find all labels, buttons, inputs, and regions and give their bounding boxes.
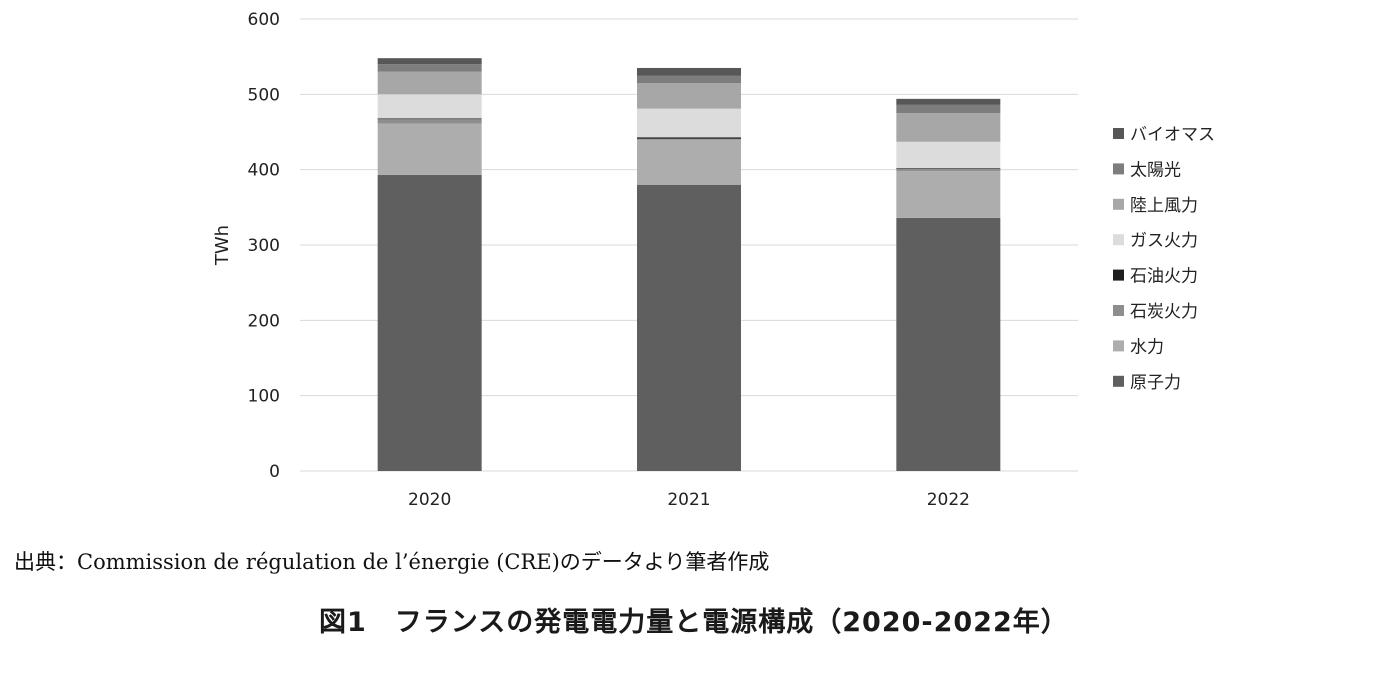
x-tick-label: 2021 (667, 490, 710, 510)
bar-segment (377, 71, 482, 95)
bar-segment (637, 137, 741, 139)
legend-label: 石油火力 (1130, 267, 1198, 287)
legend-label: 水力 (1130, 337, 1164, 357)
bar-segment (377, 58, 482, 65)
legend-swatch (1113, 128, 1124, 139)
x-axis-ticks: 2020 2021 2022 (408, 490, 970, 510)
bar-segment (896, 104, 1001, 114)
bar-segment (637, 108, 741, 138)
bar-segment (637, 67, 741, 76)
source-note: 出典：Commission de régulation de l’énergie… (14, 550, 770, 574)
bar-segment (637, 184, 741, 471)
x-tick-label: 2020 (408, 490, 451, 510)
legend-swatch (1113, 234, 1124, 246)
bar-segment (377, 64, 482, 72)
y-axis-ticks: 0 100 200 300 400 500 600 (248, 10, 280, 482)
x-tick-label: 2022 (927, 490, 970, 510)
legend-label: 石炭火力 (1130, 302, 1198, 322)
bar-segment (637, 138, 741, 140)
bar-segment (896, 113, 1001, 142)
bar-segment (377, 119, 482, 124)
legend-swatch (1113, 375, 1124, 387)
bar-segment (377, 174, 482, 471)
bar-segment (377, 123, 482, 175)
y-tick-label: 100 (248, 387, 280, 407)
legend-swatch (1113, 269, 1124, 281)
y-tick-label: 400 (248, 161, 280, 181)
bar-segment (896, 217, 1001, 471)
y-tick-label: 0 (269, 462, 280, 482)
legend-label: 太陽光 (1130, 160, 1181, 180)
legend-swatch (1113, 340, 1124, 352)
bar-segment (377, 94, 482, 119)
bar-segment (637, 139, 741, 185)
legend-label: 原子力 (1130, 373, 1181, 393)
legend-swatch (1113, 198, 1124, 210)
stacked-bar-chart: 0 100 200 300 400 500 600 2020 2021 2022 TWh バイオ… (212, 10, 1215, 510)
figure-caption: 図1 フランスの発電電力量と電源構成（2020-2022年） (319, 607, 1069, 638)
bar-segment (637, 75, 741, 84)
y-axis-label: TWh (212, 225, 233, 266)
y-tick-label: 200 (248, 311, 280, 331)
y-tick-label: 600 (248, 10, 280, 30)
bar-segment (896, 141, 1001, 169)
y-tick-label: 300 (248, 236, 280, 256)
legend-label: 陸上風力 (1130, 196, 1198, 216)
bars (377, 58, 1001, 471)
legend-swatch (1113, 163, 1124, 175)
bar-segment (637, 83, 741, 109)
legend-label: ガス火力 (1130, 231, 1198, 251)
bar-segment (896, 168, 1001, 169)
legend-swatch (1113, 305, 1124, 316)
legend-label: バイオマス (1130, 125, 1215, 145)
bar-segment (896, 168, 1001, 172)
y-tick-label: 500 (248, 85, 280, 105)
bar-segment (896, 171, 1001, 218)
bar-segment (377, 118, 482, 120)
bar-segment (896, 98, 1001, 105)
